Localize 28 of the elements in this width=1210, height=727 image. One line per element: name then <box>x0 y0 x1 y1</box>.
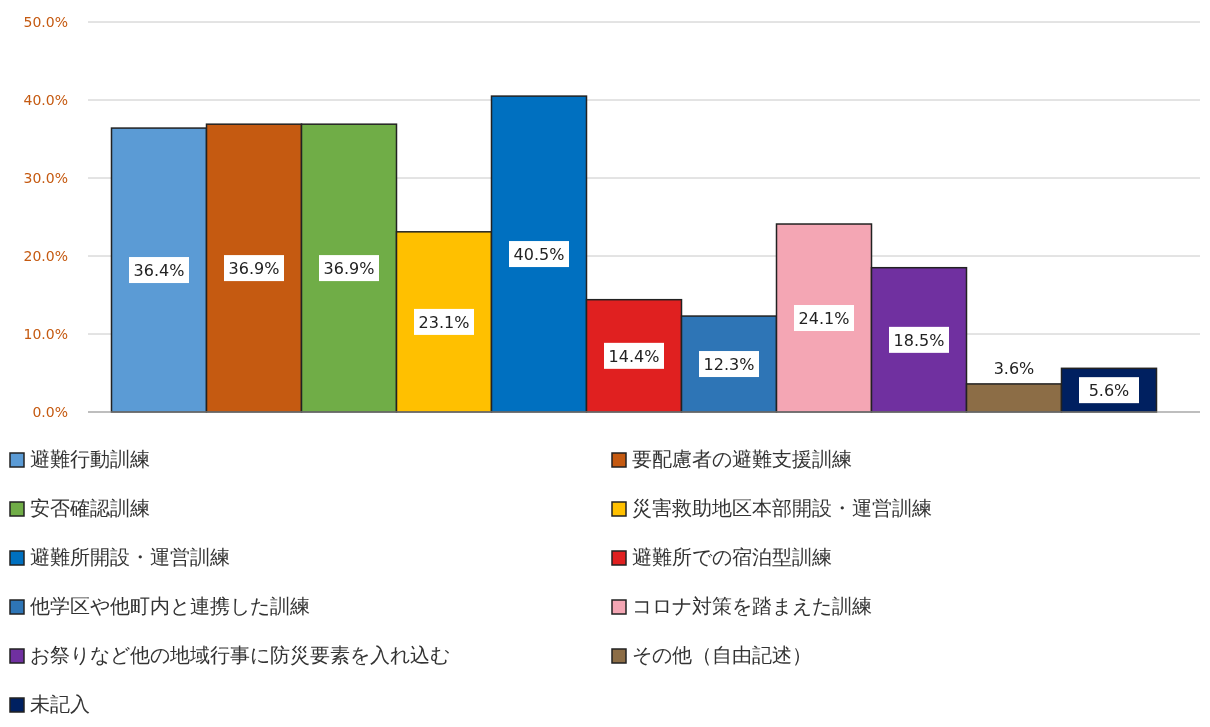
y-tick-label: 0.0% <box>32 404 68 420</box>
data-label: 12.3% <box>703 355 755 375</box>
legend-label: 避難所での宿泊型訓練 <box>632 545 832 569</box>
legend-label: コロナ対策を踏まえた訓練 <box>632 594 872 618</box>
data-label: 18.5% <box>893 330 945 350</box>
legend-label: 避難所開設・運営訓練 <box>30 545 230 569</box>
data-label: 40.5% <box>513 245 565 265</box>
data-label: 24.1% <box>798 309 850 329</box>
data-label: 23.1% <box>418 312 470 332</box>
data-label: 36.4% <box>133 261 185 281</box>
legend-label: 未記入 <box>30 692 90 716</box>
data-label: 36.9% <box>228 259 280 279</box>
legend-label: 他学区や他町内と連携した訓練 <box>30 594 310 618</box>
legend-label: 災害救助地区本部開設・運営訓練 <box>632 496 932 520</box>
legend-label: お祭りなど他の地域行事に防災要素を入れ込む <box>30 643 450 667</box>
legend-label: その他（自由記述） <box>632 643 812 667</box>
data-label: 14.4% <box>608 346 660 366</box>
data-label: 3.6% <box>993 358 1035 378</box>
data-label: 5.6% <box>1088 381 1130 401</box>
y-tick-label: 10.0% <box>23 326 68 342</box>
y-tick-label: 20.0% <box>23 248 68 264</box>
y-tick-label: 50.0% <box>23 14 68 30</box>
data-label: 36.9% <box>323 259 375 279</box>
legend-label: 安否確認訓練 <box>30 496 150 520</box>
legend-label: 要配慮者の避難支援訓練 <box>632 447 852 471</box>
y-tick-label: 40.0% <box>23 92 68 108</box>
y-tick-label: 30.0% <box>23 170 68 186</box>
legend-label: 避難行動訓練 <box>30 447 150 471</box>
